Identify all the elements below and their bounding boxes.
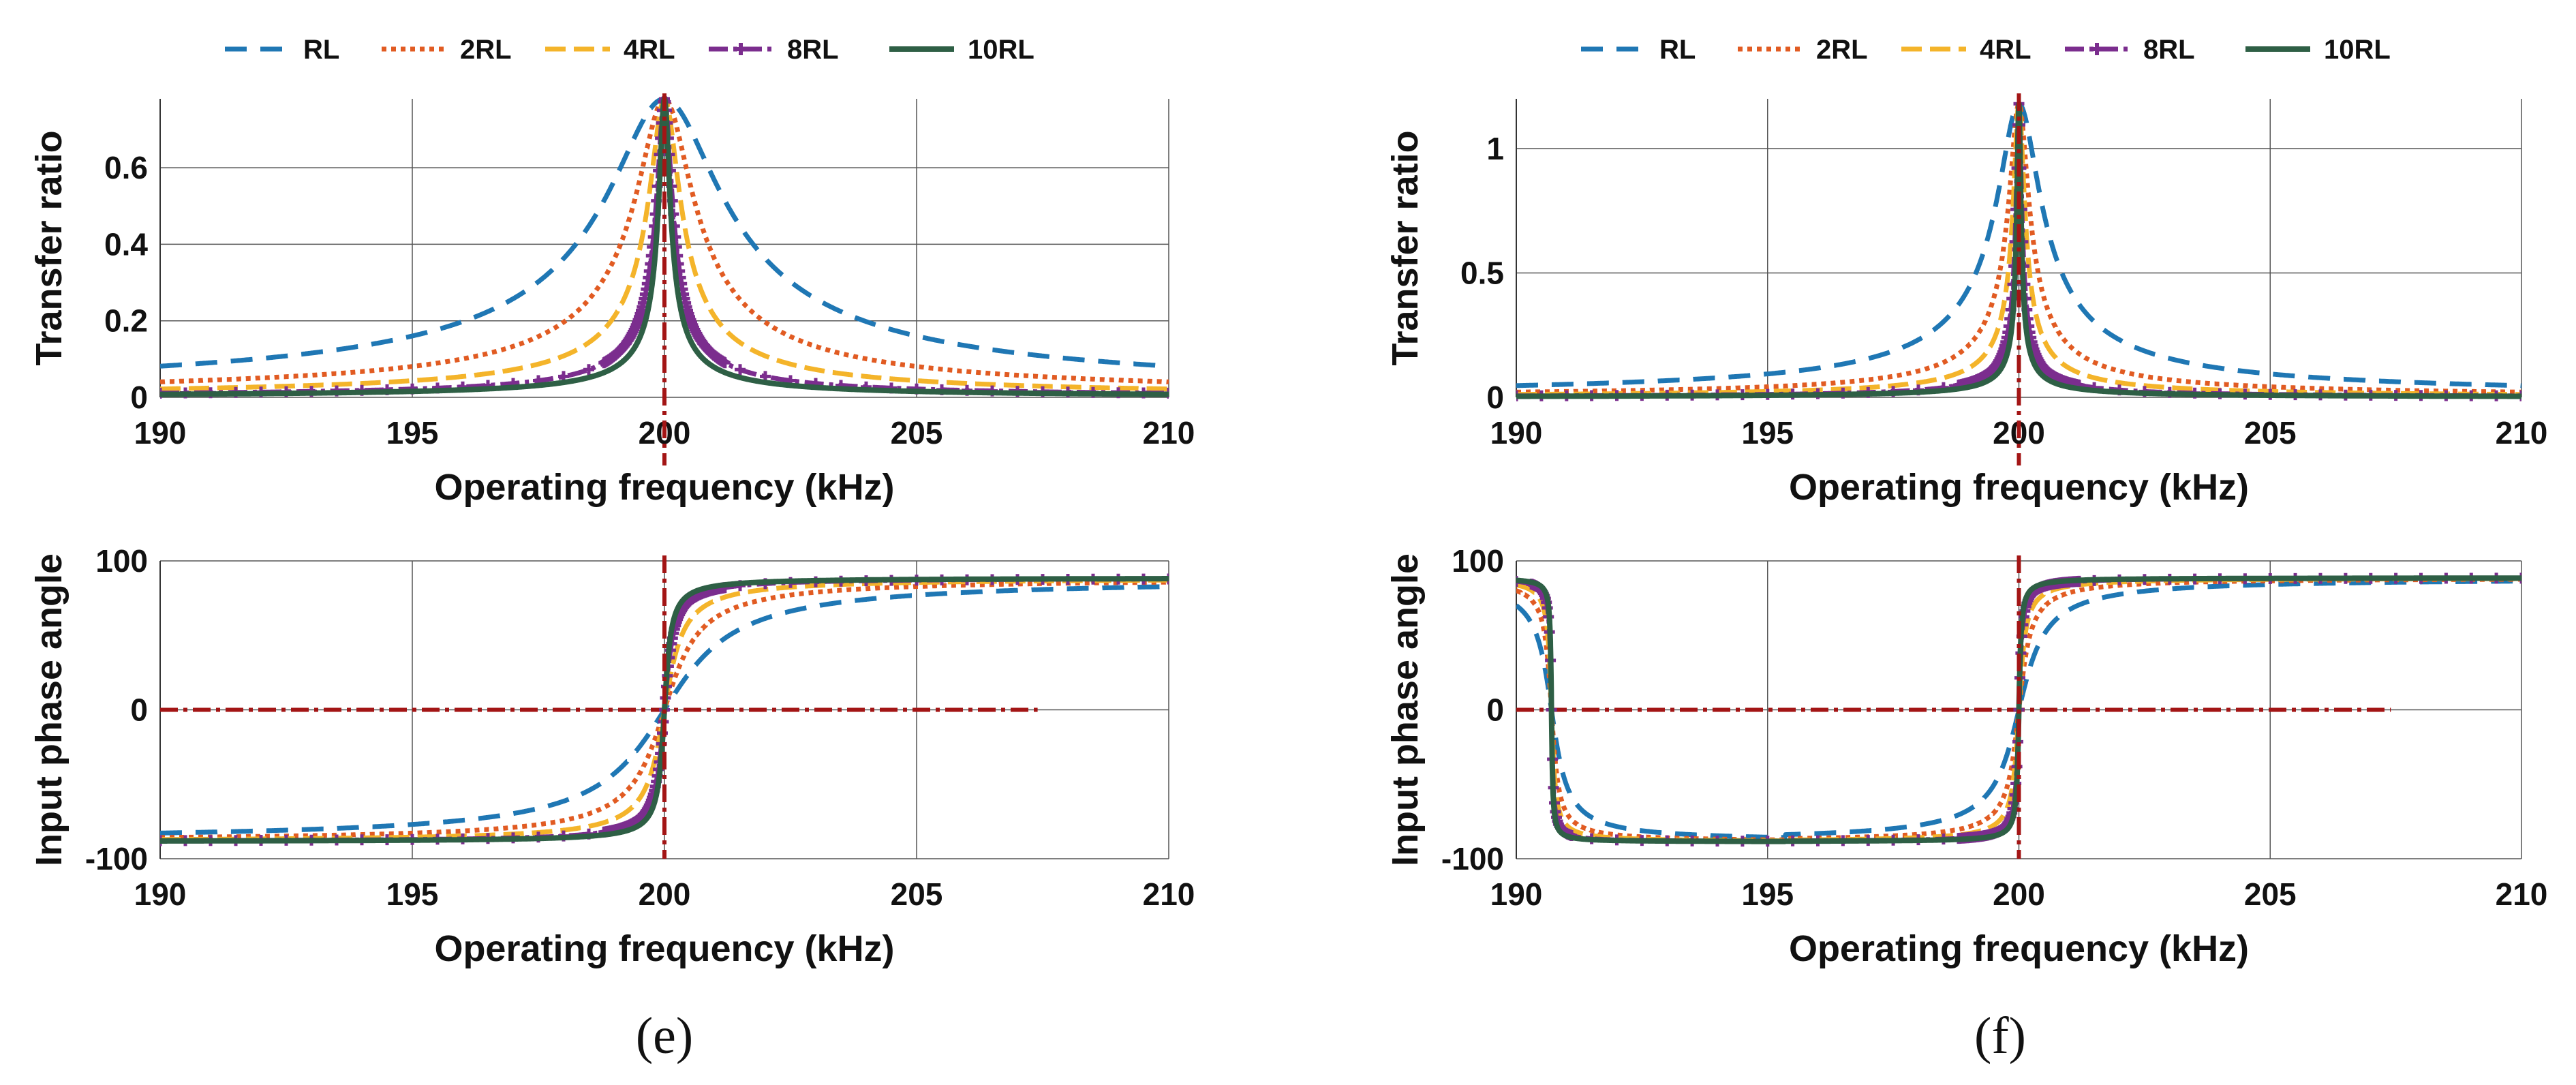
- panel-e-transfer-ytick-label: 0.6: [104, 150, 148, 185]
- panel-f-phase-xtick-label: 195: [1741, 876, 1794, 912]
- panel-f-transfer-ytick-label: 0.5: [1460, 256, 1504, 291]
- panel-e-transfer-xtick-label: 205: [891, 415, 943, 450]
- panel-f-transfer-ytick-label: 1: [1486, 131, 1504, 166]
- panel-e-phase-xlabel: Operating frequency (kHz): [434, 928, 894, 969]
- legend-e-rl-label: RL: [303, 35, 339, 65]
- legend-e-2rl-label: 2RL: [460, 35, 512, 65]
- panel-f-phase-series-4rl: [1516, 576, 2521, 844]
- panel-e-transfer-series-2rl: [160, 96, 1169, 384]
- panel-e-phase-ytick-label: -100: [85, 841, 148, 876]
- legend-f-10rl-label: 10RL: [2324, 35, 2391, 65]
- panel-e-phase-ytick-label: 0: [130, 692, 148, 728]
- panel-f-transfer-series-2rl: [1516, 101, 2521, 395]
- panel-e-transfer-xtick-label: 195: [386, 415, 439, 450]
- panel-f-transfer-ylabel: Transfer ratio: [1385, 130, 1426, 365]
- panel-f-transfer-ytick-label: 0: [1486, 380, 1504, 415]
- panel-f-transfer-xtick-label: 190: [1490, 415, 1543, 450]
- panel-e-phase-xtick-label: 195: [386, 876, 439, 912]
- legend-e-8rl-marker: [735, 43, 747, 55]
- panel-e-phase-xtick-label: 205: [891, 876, 943, 912]
- panel-e-transfer-ylabel: Transfer ratio: [29, 130, 70, 365]
- panel-e-transfer-xlabel: Operating frequency (kHz): [434, 467, 894, 508]
- panel-e-transfer-ytick-label: 0: [130, 380, 148, 415]
- panel-f-phase-series-10rl: [1516, 575, 2521, 844]
- panel-f-phase-ytick-label: -100: [1441, 841, 1504, 876]
- panel-f-phase-xlabel: Operating frequency (kHz): [1789, 928, 2249, 969]
- legend-f-rl-label: RL: [1659, 35, 1696, 65]
- panel-e-transfer-ytick-label: 0.4: [104, 226, 148, 262]
- legend-f-2rl-label: 2RL: [1816, 35, 1868, 65]
- panel-f-phase-xtick-label: 190: [1490, 876, 1543, 912]
- legend-panel-e: RL 2RL 4RL 8RL 10RL: [225, 35, 1034, 65]
- panel-f-transfer-xtick-label: 210: [2496, 415, 2548, 450]
- panel-f-transfer-xtick-label: 195: [1741, 415, 1794, 450]
- panel-f-phase-series-rl: [1516, 579, 2521, 840]
- panel-f-transfer-xlabel: Operating frequency (kHz): [1789, 467, 2249, 508]
- legend-e-10rl-label: 10RL: [968, 35, 1034, 65]
- panel-f-phase-ytick-label: 100: [1452, 543, 1504, 579]
- plot-area-group: 190 195 200 205 210 0 0.2 0.4 0.6 190 195 200 205 210…: [85, 43, 2547, 912]
- panel-e-phase-ylabel: Input phase angle: [29, 553, 70, 866]
- panel-e-transfer-xtick-label: 210: [1143, 415, 1195, 450]
- panel-e-transfer-xtick-label: 190: [134, 415, 187, 450]
- panel-f-phase-xtick-label: 210: [2496, 876, 2548, 912]
- legend-e-4rl-label: 4RL: [624, 35, 675, 65]
- panel-f-phase-ylabel: Input phase angle: [1385, 553, 1426, 866]
- panel-f-phase-series-2rl: [1516, 577, 2521, 842]
- legend-f-8rl-marker: [2091, 43, 2103, 55]
- panel-label-e: (e): [636, 1007, 693, 1065]
- panel-e-phase-ytick-label: 100: [95, 543, 148, 579]
- panel-f-transfer-xtick-label: 205: [2244, 415, 2297, 450]
- legend-e-8rl-label: 8RL: [787, 35, 839, 65]
- panel-e-phase-xtick-label: 190: [134, 876, 187, 912]
- panel-f-phase-ytick-label: 0: [1486, 692, 1504, 728]
- legend-f-8rl-label: 8RL: [2143, 35, 2195, 65]
- panel-f-phase-xtick-label: 205: [2244, 876, 2297, 912]
- panel-f-phase-xtick-label: 200: [1993, 876, 2045, 912]
- legend-f-4rl-label: 4RL: [1980, 35, 2031, 65]
- legend-panel-f: RL 2RL 4RL 8RL 10RL: [1581, 35, 2391, 65]
- panel-e-transfer-ytick-label: 0.2: [104, 303, 148, 339]
- panel-label-f: (f): [1974, 1007, 2026, 1065]
- panel-e-phase-xtick-label: 200: [639, 876, 691, 912]
- panel-e-phase-xtick-label: 210: [1143, 876, 1195, 912]
